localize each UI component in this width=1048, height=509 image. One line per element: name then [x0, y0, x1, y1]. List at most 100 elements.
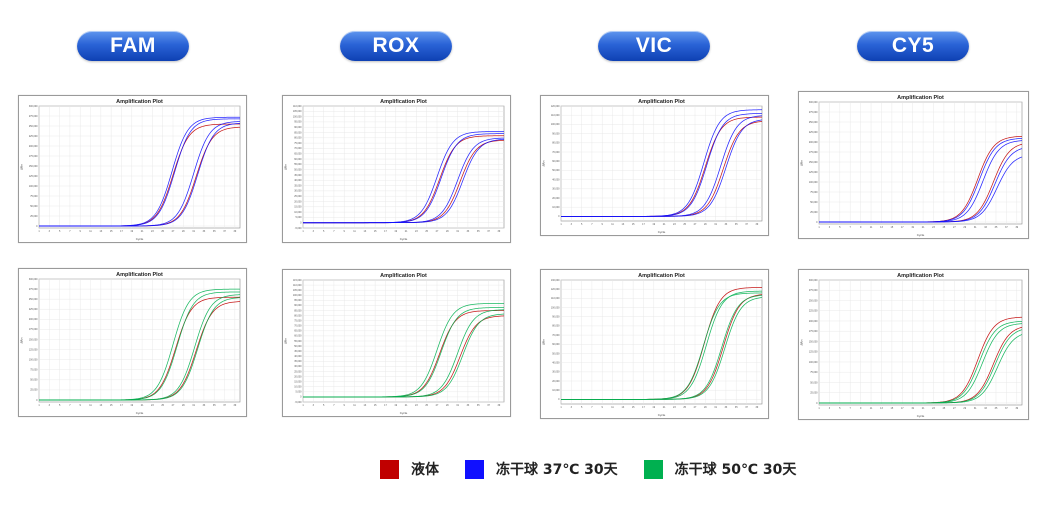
x-tick-label: 11: [89, 230, 92, 233]
x-tick-label: 11: [870, 407, 873, 410]
x-tick-label: 11: [89, 404, 92, 407]
x-tick-label: 25: [161, 230, 164, 233]
plot-area: [818, 101, 1023, 225]
y-axis-label: ΔRn: [20, 164, 24, 170]
chart-vic-50c: Amplification Plot 1 3 5 7 9 11 13 15 17 19 21 23 25 2…: [540, 269, 769, 419]
y-tick-label: 0: [300, 221, 302, 224]
y-tick-label: 125,000: [29, 175, 38, 178]
plot-area: [302, 105, 505, 229]
x-tick-label: 7: [850, 226, 852, 229]
x-tick-label: 5: [59, 404, 61, 407]
x-tick-label: 9: [344, 404, 346, 407]
y-tick-label: 225,000: [809, 310, 818, 313]
x-axis-label: Cycle: [400, 237, 408, 241]
x-tick-label: 15: [374, 404, 377, 407]
x-tick-label: 21: [405, 404, 408, 407]
x-tick-label: 9: [860, 407, 862, 410]
x-tick-label: 15: [891, 226, 894, 229]
x-tick-label: 39: [756, 223, 759, 226]
x-axis-label: Cycle: [136, 411, 144, 415]
x-tick-label: 17: [642, 406, 645, 409]
x-tick-label: 27: [172, 404, 175, 407]
y-tick-label: 75,000: [810, 371, 818, 374]
y-tick-label: 10,000: [294, 386, 302, 389]
x-tick-label: 25: [683, 223, 686, 226]
chart-title: Amplification Plot: [638, 99, 685, 105]
y-tick-label: 5,000: [296, 391, 303, 394]
x-tick-label: 17: [120, 230, 123, 233]
x-tick-label: 1: [818, 407, 820, 410]
x-tick-label: 29: [182, 404, 185, 407]
y-tick-label: 125,000: [29, 348, 38, 351]
y-tick-label: 80,000: [552, 142, 560, 145]
x-tick-label: 37: [745, 223, 748, 226]
amplification-curve: [303, 138, 505, 224]
chart-title: Amplification Plot: [116, 272, 163, 278]
x-tick-label: 23: [932, 226, 935, 229]
x-tick-label: 25: [683, 406, 686, 409]
y-axis-label: ΔRn: [542, 160, 546, 166]
x-tick-label: 33: [725, 406, 728, 409]
x-tick-label: 11: [611, 406, 614, 409]
y-tick-label: 175,000: [29, 155, 38, 158]
y-tick-label: 275,000: [809, 111, 818, 114]
y-tick-label: 100,000: [29, 185, 38, 188]
y-tick-label: 250,000: [809, 121, 818, 124]
x-tick-label: 5: [59, 230, 61, 233]
chart-title: Amplification Plot: [897, 95, 944, 101]
legend-swatch-lyophilized-37c: [465, 459, 484, 479]
x-tick-label: 15: [110, 230, 113, 233]
x-tick-label: 19: [130, 404, 133, 407]
y-tick-label: 0: [816, 221, 818, 224]
x-axis-label: Cycle: [400, 411, 408, 415]
channel-header-fam: FAM: [77, 31, 189, 61]
x-axis-label: Cycle: [658, 413, 666, 417]
y-tick-label: 275,000: [29, 115, 38, 118]
y-tick-label: 20,000: [552, 380, 560, 383]
x-tick-label: 37: [745, 406, 748, 409]
x-tick-label: 17: [901, 407, 904, 410]
x-tick-label: 33: [203, 230, 206, 233]
x-tick-label: 13: [364, 404, 367, 407]
x-tick-label: 25: [161, 404, 164, 407]
x-tick-label: 7: [591, 406, 593, 409]
legend-label-liquid: 液体: [411, 462, 439, 478]
y-tick-label: 150,000: [29, 338, 38, 341]
x-tick-label: 15: [110, 404, 113, 407]
x-tick-label: 13: [880, 226, 883, 229]
x-tick-label: 7: [69, 404, 71, 407]
chart-vic-37c: Amplification Plot 1 3 5 7 9 11 13 15 17 19 21 23 25 2…: [540, 95, 769, 236]
y-tick-label: 55,000: [294, 163, 302, 166]
y-tick-label: 0: [300, 396, 302, 399]
x-tick-label: 23: [415, 230, 418, 233]
x-tick-label: 37: [487, 404, 490, 407]
y-tick-label: 50,000: [810, 201, 818, 204]
y-tick-label: 150,000: [809, 161, 818, 164]
x-tick-label: 27: [953, 226, 956, 229]
x-tick-label: 31: [714, 406, 717, 409]
y-tick-label: 110,000: [293, 284, 302, 287]
x-tick-label: 9: [344, 230, 346, 233]
y-tick-label: 110,000: [551, 297, 560, 300]
y-tick-label: 30,000: [294, 190, 302, 193]
y-axis-label: ΔRn: [20, 337, 24, 343]
amplification-curve: [39, 297, 241, 401]
y-tick-label: 90,000: [294, 304, 302, 307]
y-tick-label: 75,000: [30, 369, 38, 372]
y-tick-label: 50,000: [810, 381, 818, 384]
x-tick-label: 15: [632, 223, 635, 226]
x-tick-label: 25: [425, 404, 428, 407]
y-tick-label: 50,000: [30, 379, 38, 382]
x-tick-label: 31: [456, 404, 459, 407]
y-axis-label: ΔRn: [542, 339, 546, 345]
x-tick-label: 31: [974, 407, 977, 410]
amplification-curve: [303, 313, 505, 398]
y-tick-label: 85,000: [294, 131, 302, 134]
channel-header-rox: ROX: [340, 31, 452, 61]
x-tick-label: 13: [622, 223, 625, 226]
y-tick-label: 225,000: [29, 135, 38, 138]
x-tick-label: 11: [353, 230, 356, 233]
x-tick-label: 39: [756, 406, 759, 409]
x-tick-label: 13: [364, 230, 367, 233]
